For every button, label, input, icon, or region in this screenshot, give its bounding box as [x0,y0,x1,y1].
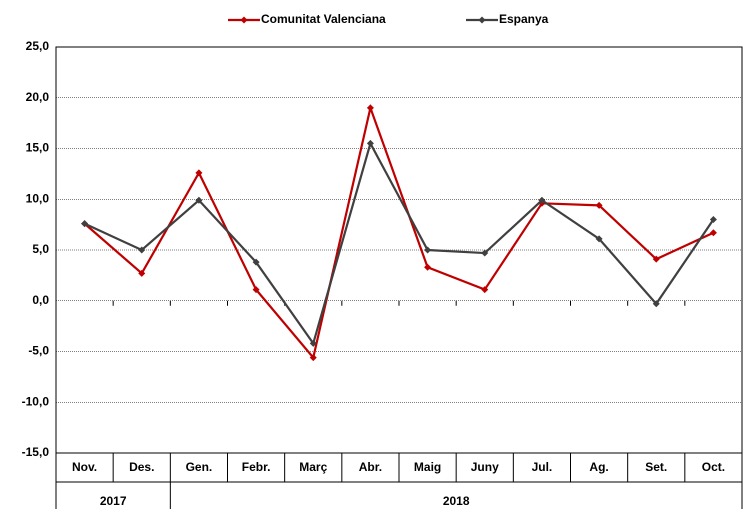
x-tick-label: Juny [471,460,499,474]
legend-label: Comunitat Valenciana [261,12,386,26]
x-tick-label: Març [299,460,327,474]
x-tick-label: Oct. [702,460,725,474]
group-label: 2017 [100,494,127,508]
data-point [195,196,203,204]
data-point [195,169,203,177]
y-tick-label: 0,0 [32,293,49,307]
y-tick-label: 25,0 [26,39,50,53]
y-tick-label: -5,0 [28,344,49,358]
data-point [652,255,660,263]
data-point [81,220,89,228]
data-point [481,249,489,257]
x-tick-label: Gen. [186,460,213,474]
data-point [481,286,489,294]
x-tick-label: Febr. [242,460,271,474]
legend-marker [478,16,486,24]
series-line [84,140,715,346]
data-point [424,263,432,271]
y-tick-label: -15,0 [22,445,50,459]
x-tick-label: Jul. [532,460,553,474]
data-point [252,286,260,294]
data-point [595,235,603,243]
series-line [83,103,714,360]
y-tick-label: 15,0 [26,141,50,155]
data-point [138,269,146,277]
data-point [252,258,260,266]
y-tick-label: 20,0 [26,90,50,104]
data-point [309,339,317,347]
y-tick-label: -10,0 [22,394,50,408]
y-tick-label: 5,0 [32,242,49,256]
legend-marker [240,16,248,24]
group-label: 2018 [443,494,470,508]
data-point [538,196,546,204]
data-point [424,246,432,254]
data-point [652,300,660,308]
data-point [138,246,146,254]
data-point [309,354,317,362]
legend-label: Espanya [499,12,549,26]
data-point [709,216,717,224]
x-tick-label: Nov. [72,460,97,474]
data-point [595,201,603,209]
x-tick-label: Des. [129,460,154,474]
data-point [709,229,717,237]
y-tick-label: 10,0 [26,191,50,205]
data-point [366,139,374,147]
data-point [366,104,374,112]
x-tick-label: Maig [414,460,441,474]
x-tick-label: Abr. [359,460,382,474]
x-tick-label: Ag. [589,460,608,474]
x-tick-label: Set. [645,460,667,474]
